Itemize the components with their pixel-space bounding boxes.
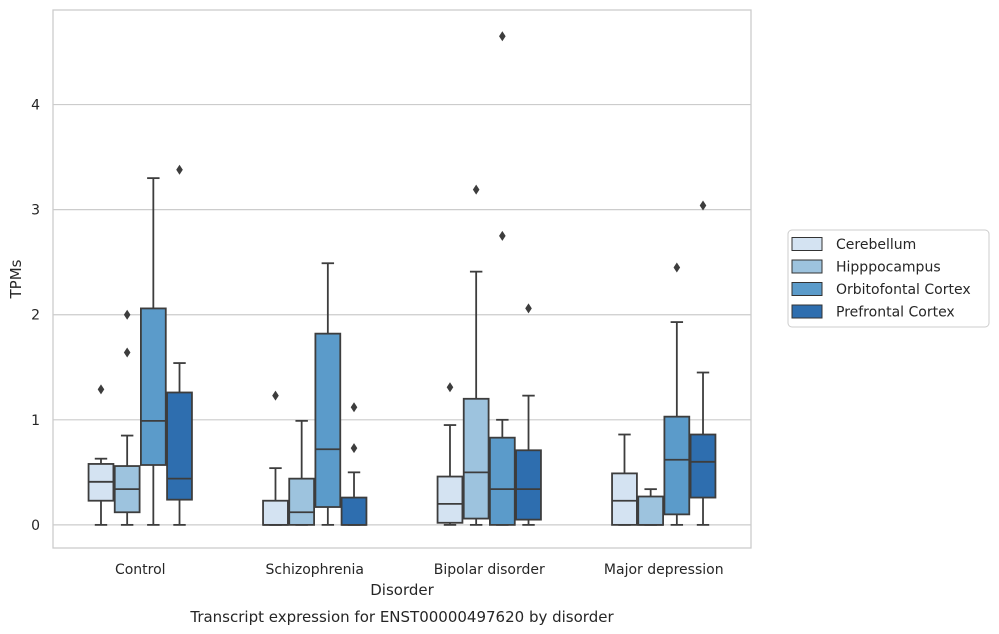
legend-label: Cerebellum <box>836 237 916 253</box>
outlier-0 <box>97 384 105 395</box>
legend-item-1: Hipppocampus <box>791 259 941 276</box>
x-axis-label: Disorder <box>370 581 434 599</box>
y-tick-label-4: 4 <box>31 98 40 114</box>
legend-label: Orbitofontal Cortex <box>836 282 971 298</box>
box-body <box>140 307 167 466</box>
box-body <box>262 499 289 526</box>
box-3-2 <box>663 262 691 526</box>
y-tick-label-3: 3 <box>31 203 40 219</box>
box-1-3 <box>340 402 368 526</box>
x-tick-label-3: Major depression <box>604 562 724 578</box>
y-tick-label-0: 0 <box>31 518 40 534</box>
outlier-0 <box>350 443 358 454</box>
legend: Cerebellum Hipppocampus Orbitofontal Corte… <box>787 229 990 328</box>
box-3-0 <box>611 433 638 526</box>
x-tick-label-2: Bipolar disorder <box>434 562 545 578</box>
x-tick-label-0: Control <box>115 562 166 578</box>
x-tick-labels: Control Schizophrenia Bipolar disorder Majo… <box>115 562 724 578</box>
box-body <box>637 495 664 526</box>
box-body <box>611 472 638 526</box>
legend-label: Hipppocampus <box>836 260 941 276</box>
box-body <box>462 397 490 520</box>
legend-item-0: Cerebellum <box>791 237 916 253</box>
legend-items: Cerebellum Hipppocampus Orbitofontal Corte… <box>791 237 971 321</box>
box-0-3 <box>166 164 193 526</box>
plot-area <box>52 9 752 549</box>
legend-label: Prefrontal Cortex <box>836 305 955 321</box>
outlier-1 <box>350 402 358 413</box>
box-2-0 <box>436 382 464 526</box>
outlier-0 <box>525 303 532 314</box>
box-0-1 <box>113 309 141 526</box>
outlier-0 <box>673 262 681 273</box>
box-body <box>489 436 516 526</box>
chart-caption: Transcript expression for ENST0000049762… <box>189 608 614 626</box>
box-3-3 <box>689 200 717 526</box>
outlier-0 <box>446 382 454 393</box>
outlier-0 <box>699 200 707 211</box>
box-1-1 <box>288 419 315 526</box>
box-2-2 <box>489 31 516 526</box>
box-2-1 <box>462 184 490 526</box>
outlier-0 <box>272 390 279 401</box>
boxes <box>87 31 717 526</box>
y-tick-label-1: 1 <box>31 413 40 429</box>
box-body <box>663 415 691 516</box>
box-body <box>288 477 315 526</box>
y-axis-label: TPMs <box>7 259 25 299</box>
outlier-1 <box>123 309 131 320</box>
box-body <box>314 332 342 508</box>
outlier-0 <box>499 230 506 241</box>
box-1-0 <box>262 390 289 526</box>
box-body <box>436 475 464 524</box>
legend-item-2: Orbitofontal Cortex <box>791 282 971 298</box>
x-tick-label-1: Schizophrenia <box>266 562 364 578</box>
box-body <box>340 496 368 526</box>
legend-frame <box>787 229 990 328</box>
y-tick-label-2: 2 <box>31 308 40 324</box>
box-2-3 <box>515 303 542 526</box>
box-body <box>166 391 193 501</box>
box-body <box>515 449 542 521</box>
box-0-2 <box>140 177 167 526</box>
legend-swatch <box>791 304 823 319</box>
box-body <box>689 433 717 499</box>
legend-item-3: Prefrontal Cortex <box>791 304 955 321</box>
legend-swatch <box>791 237 823 251</box>
outlier-0 <box>123 347 131 358</box>
y-tick-labels: 0 1 2 3 4 <box>31 98 40 534</box>
box-0-0 <box>87 384 115 526</box>
legend-swatch <box>791 282 823 296</box>
outlier-0 <box>176 164 183 175</box>
box-3-1 <box>637 488 664 526</box>
outlier-0 <box>472 184 480 195</box>
outlier-1 <box>499 31 506 42</box>
legend-swatch <box>791 259 823 274</box>
box-1-2 <box>314 262 342 526</box>
